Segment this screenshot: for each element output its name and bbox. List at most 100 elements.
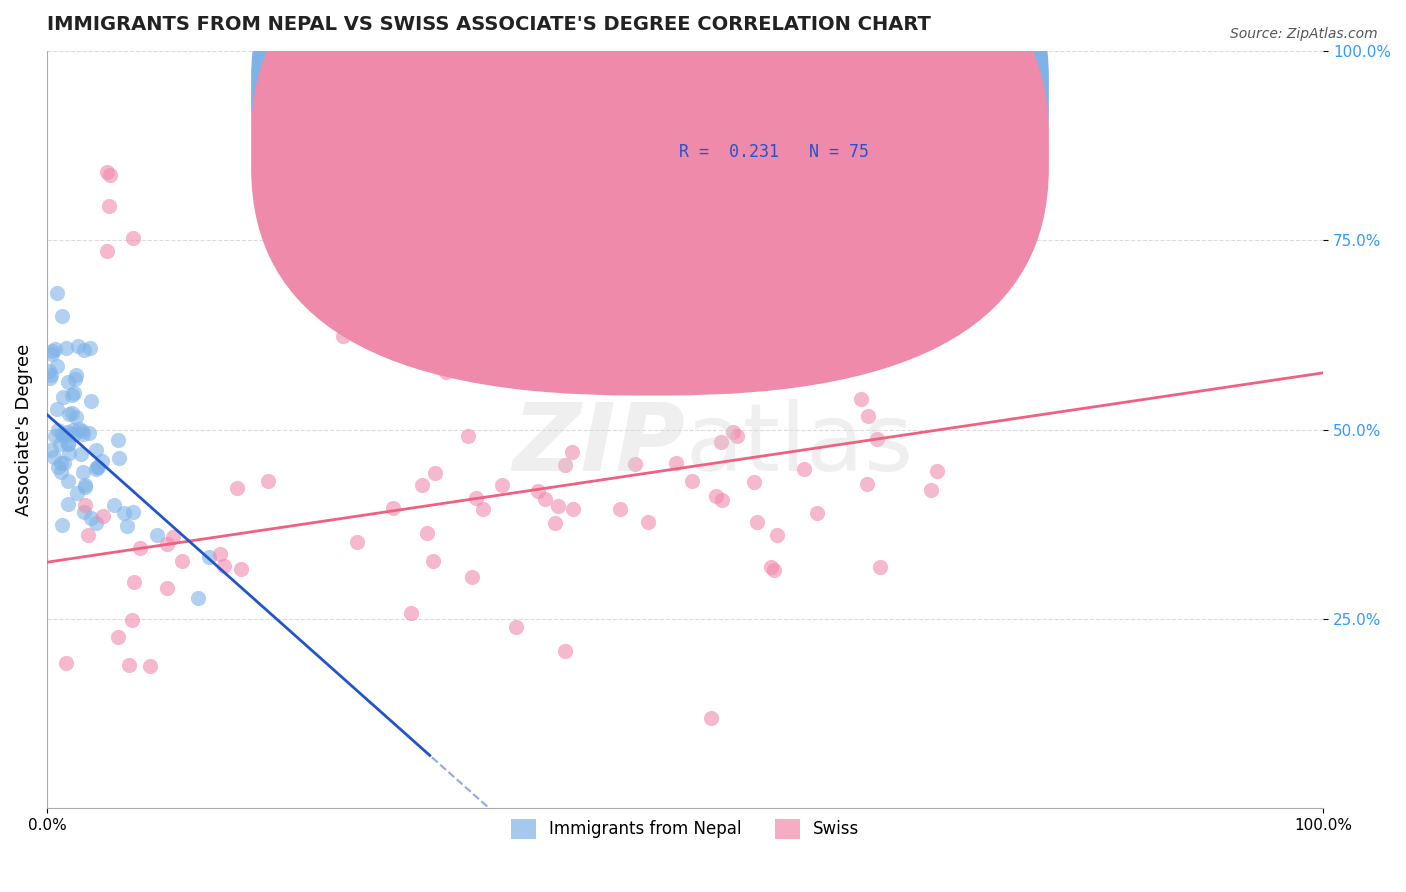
Swiss	[869, 559, 891, 574]
Swiss	[925, 464, 948, 478]
Swiss	[162, 530, 184, 544]
Swiss	[763, 563, 786, 577]
Swiss	[55, 656, 77, 670]
Immigrants from Nepal	[86, 460, 108, 475]
Swiss	[681, 474, 703, 488]
Swiss	[920, 483, 942, 497]
Swiss	[170, 554, 193, 568]
Swiss	[411, 478, 433, 492]
Immigrants from Nepal	[65, 410, 87, 425]
Immigrants from Nepal	[62, 385, 84, 400]
Swiss	[423, 466, 446, 480]
Immigrants from Nepal	[146, 528, 169, 542]
Swiss	[257, 474, 280, 488]
Swiss	[156, 537, 179, 551]
Immigrants from Nepal	[69, 447, 91, 461]
Immigrants from Nepal	[75, 480, 97, 494]
Text: R =  0.231   N = 75: R = 0.231 N = 75	[679, 143, 869, 161]
Swiss	[129, 541, 152, 555]
Immigrants from Nepal	[41, 346, 63, 360]
Immigrants from Nepal	[65, 368, 87, 382]
Swiss	[457, 428, 479, 442]
Swiss	[637, 515, 659, 529]
Swiss	[648, 150, 671, 164]
Swiss	[75, 498, 97, 512]
Swiss	[401, 606, 423, 620]
Immigrants from Nepal	[52, 390, 75, 404]
Swiss	[121, 614, 143, 628]
Immigrants from Nepal	[60, 406, 83, 420]
Swiss	[742, 475, 765, 489]
Immigrants from Nepal	[39, 371, 62, 385]
Immigrants from Nepal	[51, 426, 73, 441]
Immigrants from Nepal	[44, 429, 66, 443]
Swiss	[766, 528, 789, 542]
Swiss	[208, 547, 231, 561]
Immigrants from Nepal	[51, 465, 73, 479]
Swiss	[98, 168, 121, 182]
Swiss	[561, 502, 583, 516]
Swiss	[747, 515, 769, 529]
Swiss	[865, 432, 887, 446]
Swiss	[554, 644, 576, 658]
Immigrants from Nepal	[46, 286, 69, 301]
Immigrants from Nepal	[58, 407, 80, 421]
Swiss	[544, 516, 567, 530]
Text: IMMIGRANTS FROM NEPAL VS SWISS ASSOCIATE'S DEGREE CORRELATION CHART: IMMIGRANTS FROM NEPAL VS SWISS ASSOCIATE…	[46, 15, 931, 34]
Immigrants from Nepal	[121, 505, 143, 519]
Immigrants from Nepal	[115, 519, 138, 533]
Swiss	[858, 409, 880, 423]
Swiss	[465, 491, 488, 505]
Immigrants from Nepal	[73, 505, 96, 519]
Swiss	[472, 501, 495, 516]
Swiss	[699, 710, 721, 724]
Immigrants from Nepal	[55, 427, 77, 442]
Swiss	[97, 199, 120, 213]
Immigrants from Nepal	[56, 436, 79, 450]
Immigrants from Nepal	[77, 425, 100, 440]
Immigrants from Nepal	[91, 454, 114, 468]
Swiss	[422, 554, 444, 568]
Swiss	[609, 502, 631, 516]
Swiss	[96, 164, 118, 178]
Immigrants from Nepal	[62, 423, 84, 437]
Immigrants from Nepal	[39, 368, 62, 383]
Immigrants from Nepal	[84, 516, 107, 531]
Swiss	[849, 392, 872, 407]
Immigrants from Nepal	[72, 424, 94, 438]
Swiss	[725, 428, 748, 442]
FancyBboxPatch shape	[252, 0, 1049, 395]
Swiss	[124, 575, 146, 590]
Legend: Immigrants from Nepal, Swiss: Immigrants from Nepal, Swiss	[503, 812, 866, 846]
Immigrants from Nepal	[187, 591, 209, 606]
Swiss	[526, 484, 548, 499]
Swiss	[554, 458, 576, 472]
Immigrants from Nepal	[55, 341, 77, 355]
Immigrants from Nepal	[52, 428, 75, 442]
FancyBboxPatch shape	[252, 0, 1049, 339]
Immigrants from Nepal	[56, 497, 79, 511]
Immigrants from Nepal	[60, 387, 83, 401]
Swiss	[382, 500, 405, 515]
Immigrants from Nepal	[84, 461, 107, 475]
Immigrants from Nepal	[80, 394, 103, 409]
Immigrants from Nepal	[103, 498, 125, 512]
Swiss	[704, 489, 727, 503]
Swiss	[806, 506, 828, 520]
Immigrants from Nepal	[49, 456, 72, 470]
Swiss	[534, 491, 557, 506]
Immigrants from Nepal	[79, 342, 101, 356]
Immigrants from Nepal	[63, 372, 86, 386]
Immigrants from Nepal	[38, 364, 60, 378]
Swiss	[107, 630, 129, 644]
Immigrants from Nepal	[45, 402, 67, 417]
Immigrants from Nepal	[66, 485, 89, 500]
Immigrants from Nepal	[56, 425, 79, 440]
Swiss	[772, 355, 794, 369]
Swiss	[461, 570, 484, 584]
Swiss	[231, 562, 253, 576]
Immigrants from Nepal	[108, 451, 131, 466]
Text: atlas: atlas	[685, 399, 914, 491]
Immigrants from Nepal	[67, 422, 90, 436]
Immigrants from Nepal	[73, 478, 96, 492]
